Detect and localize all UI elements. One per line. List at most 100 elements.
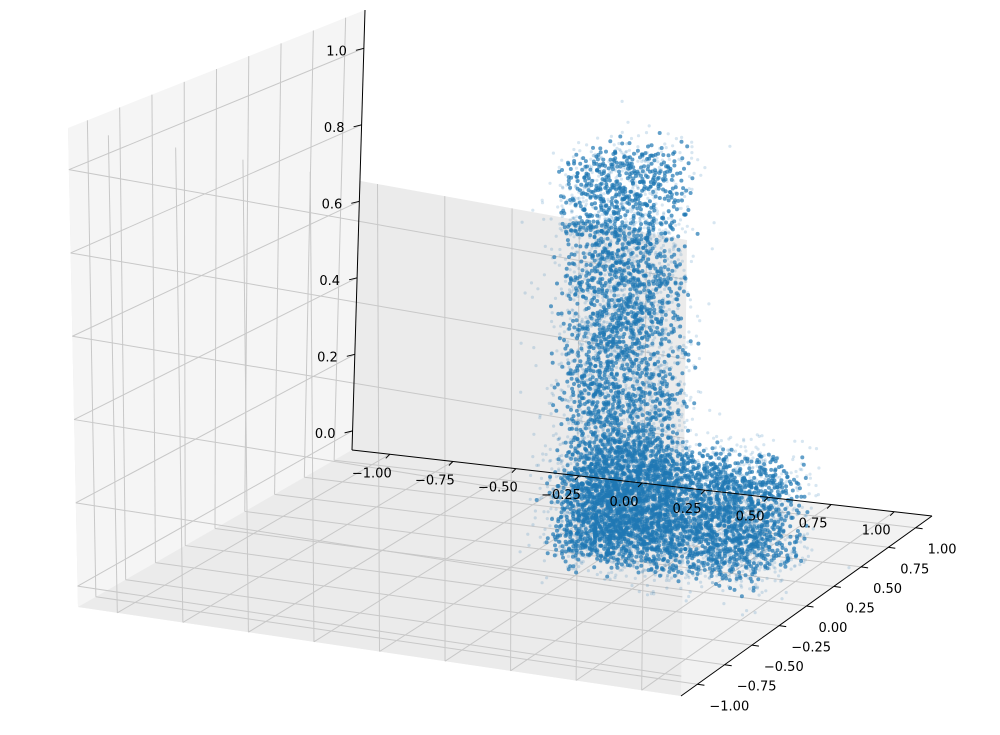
data-point — [545, 517, 549, 521]
data-point — [668, 250, 672, 254]
data-point — [566, 358, 570, 362]
data-point — [632, 223, 636, 227]
data-point — [780, 597, 784, 601]
data-point — [586, 569, 591, 573]
data-point — [583, 436, 587, 440]
data-point — [680, 351, 684, 356]
data-point — [619, 201, 623, 206]
data-point — [664, 564, 668, 568]
data-point — [847, 566, 851, 570]
data-point — [655, 156, 659, 160]
data-point — [529, 281, 534, 285]
data-point — [648, 191, 652, 195]
data-point — [554, 507, 558, 511]
data-point — [559, 459, 564, 464]
data-point — [634, 253, 639, 258]
data-point — [658, 228, 662, 232]
data-point — [565, 398, 569, 402]
data-point — [651, 338, 655, 342]
data-point — [802, 533, 806, 537]
data-point — [546, 510, 550, 514]
data-point — [594, 350, 598, 354]
data-point — [764, 589, 768, 593]
data-point — [519, 341, 523, 345]
data-point — [569, 209, 574, 213]
data-point — [638, 219, 642, 223]
data-point — [541, 458, 545, 462]
data-point — [590, 170, 594, 175]
data-point — [657, 356, 662, 360]
data-point — [552, 424, 556, 428]
data-point — [542, 559, 547, 563]
grid-line-x-wall — [107, 135, 118, 613]
data-point — [559, 324, 563, 328]
data-point — [622, 293, 627, 297]
grid-line-z-left — [68, 169, 687, 281]
data-point — [538, 535, 542, 539]
data-point — [600, 212, 604, 217]
data-point — [609, 467, 613, 471]
data-point — [580, 319, 584, 323]
data-point — [623, 565, 627, 569]
data-point — [783, 538, 787, 542]
data-point — [637, 299, 641, 303]
data-point — [556, 437, 560, 441]
data-point — [568, 291, 572, 295]
data-point — [549, 412, 553, 416]
data-point — [638, 352, 643, 356]
data-point — [659, 246, 663, 250]
data-point — [566, 435, 570, 439]
data-point — [639, 322, 643, 326]
data-point — [655, 291, 660, 295]
data-point — [800, 505, 804, 509]
data-point — [549, 496, 553, 500]
data-point — [569, 462, 573, 466]
data-point — [555, 448, 560, 453]
data-point — [773, 561, 777, 565]
data-point — [542, 532, 546, 536]
data-point — [677, 418, 682, 423]
data-point — [620, 169, 624, 173]
data-point — [601, 299, 605, 303]
data-point — [664, 327, 668, 331]
data-point — [583, 301, 587, 305]
data-point — [569, 290, 573, 294]
data-point — [690, 187, 694, 191]
data-point — [620, 99, 624, 103]
data-point — [549, 507, 553, 511]
data-point — [553, 296, 558, 300]
data-point — [700, 585, 704, 589]
data-point — [558, 442, 562, 447]
data-point — [667, 578, 671, 583]
data-point — [577, 315, 581, 319]
data-point — [580, 420, 584, 424]
data-point — [743, 445, 747, 449]
data-point — [749, 437, 753, 441]
data-point — [540, 201, 545, 205]
data-point — [649, 381, 653, 385]
data-point — [548, 524, 552, 528]
data-point — [664, 309, 668, 314]
data-point — [748, 587, 752, 591]
data-point — [572, 314, 576, 318]
data-point — [579, 560, 583, 564]
data-point — [739, 579, 744, 583]
data-point — [624, 150, 628, 154]
data-point — [653, 336, 657, 340]
grid-line-z-left — [77, 585, 682, 677]
data-point — [676, 436, 681, 441]
data-point — [611, 216, 615, 220]
data-point — [559, 388, 563, 392]
data-point — [626, 371, 630, 375]
grid-line-y-floor — [125, 579, 725, 666]
data-point — [599, 570, 603, 574]
data-point — [676, 306, 680, 311]
data-point — [649, 404, 653, 408]
data-point — [624, 383, 628, 387]
data-point — [625, 220, 629, 224]
data-point — [602, 361, 606, 365]
data-point — [655, 209, 660, 213]
data-point — [631, 186, 635, 190]
data-point — [568, 233, 573, 237]
data-point — [661, 243, 666, 248]
